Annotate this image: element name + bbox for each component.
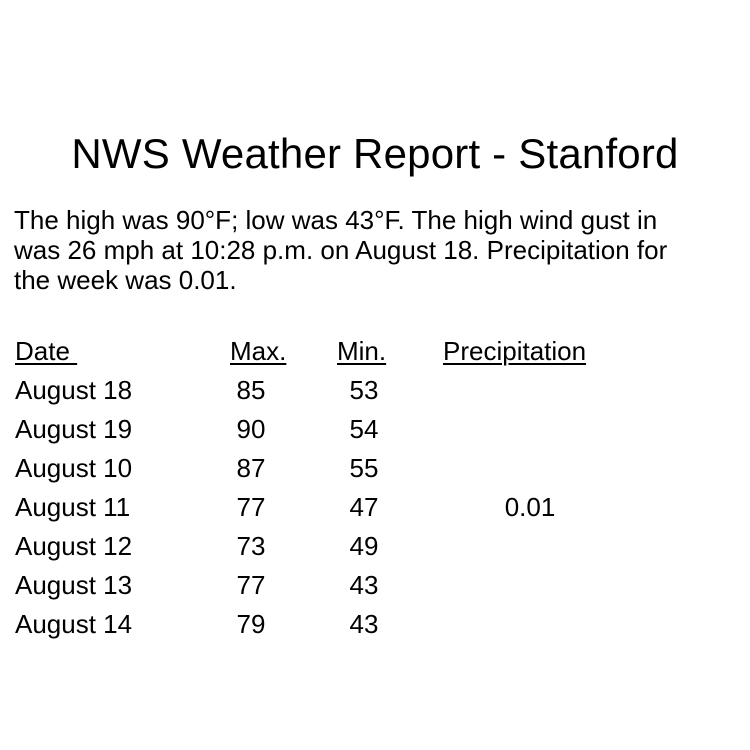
summary-line: the week was 0.01. — [14, 265, 237, 295]
report-title: NWS Weather Report - Stanford — [71, 130, 679, 177]
cell-max: 87 — [236, 453, 266, 483]
cell-min: 43 — [349, 609, 379, 639]
cell-max: 73 — [236, 531, 266, 561]
cell-date: August 18 — [15, 375, 133, 405]
table-row: August 11 77 47 0.01 — [0, 491, 750, 530]
cell-max: 85 — [236, 375, 266, 405]
header-min: Min. — [337, 336, 387, 366]
table-row: August 10 87 55 — [0, 452, 750, 491]
header-precipitation: Precipitation — [443, 336, 587, 366]
cell-max: 77 — [236, 570, 266, 600]
header-date: Date — [15, 336, 78, 366]
table-row: August 12 73 49 — [0, 530, 750, 569]
cell-min: 49 — [349, 531, 379, 561]
cell-max: 77 — [236, 492, 266, 522]
cell-min: 53 — [349, 375, 379, 405]
cell-date: August 10 — [15, 453, 133, 483]
table-header-row: Date Max. Min. Precipitation — [0, 335, 750, 374]
cell-min: 54 — [349, 414, 379, 444]
cell-max: 90 — [236, 414, 266, 444]
cell-min: 47 — [349, 492, 379, 522]
cell-date: August 19 — [15, 414, 133, 444]
table-row: August 19 90 54 — [0, 413, 750, 452]
table-row: August 18 85 53 — [0, 374, 750, 413]
header-max: Max. — [230, 336, 287, 366]
cell-precipitation: 0.01 — [504, 492, 556, 522]
cell-date: August 11 — [15, 492, 131, 522]
cell-min: 55 — [349, 453, 379, 483]
summary-line: was 26 mph at 10:28 p.m. on August 18. P… — [14, 235, 668, 265]
cell-max: 79 — [236, 609, 266, 639]
cell-date: August 12 — [15, 531, 133, 561]
summary-line: The high was 90°F; low was 43°F. The hig… — [14, 205, 658, 235]
cell-date: August 13 — [15, 570, 133, 600]
table-row: August 13 77 43 — [0, 569, 750, 608]
report-summary: The high was 90°F; low was 43°F. The hig… — [14, 205, 739, 295]
cell-date: August 14 — [15, 609, 133, 639]
cell-min: 43 — [349, 570, 379, 600]
weather-table: Date Max. Min. Precipitation August 18 8… — [0, 335, 750, 647]
table-row: August 14 79 43 — [0, 608, 750, 647]
